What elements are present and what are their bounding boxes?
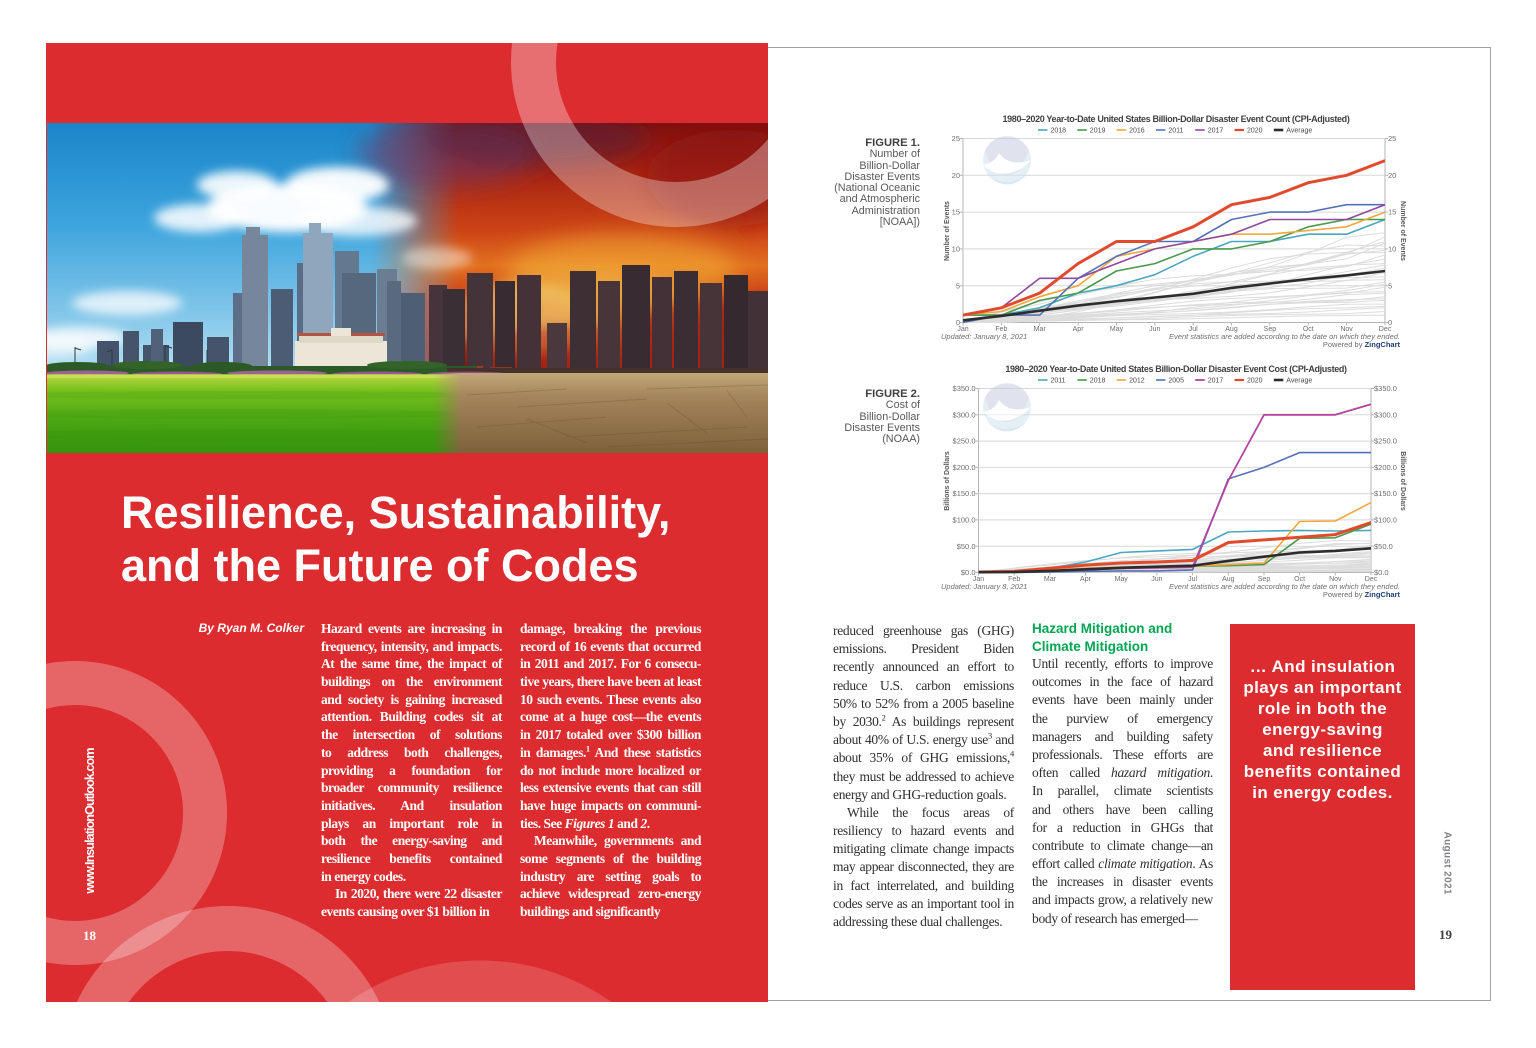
svg-text:Mar: Mar xyxy=(1034,326,1047,333)
svg-text:$0.0: $0.0 xyxy=(961,568,976,577)
svg-text:2019: 2019 xyxy=(1090,128,1106,135)
svg-text:Average: Average xyxy=(1286,128,1312,135)
svg-text:10: 10 xyxy=(1388,245,1396,254)
svg-text:2018: 2018 xyxy=(1051,128,1067,135)
svg-text:Updated: January 8, 2021: Updated: January 8, 2021 xyxy=(941,582,1027,591)
svg-text:Apr: Apr xyxy=(1080,576,1092,583)
svg-text:2020: 2020 xyxy=(1247,378,1263,385)
svg-text:$150.0: $150.0 xyxy=(1374,489,1397,498)
svg-text:1980–2020 Year-to-Date United: 1980–2020 Year-to-Date United States Bil… xyxy=(1003,114,1350,124)
svg-text:Jul: Jul xyxy=(1189,326,1198,333)
svg-text:Jun: Jun xyxy=(1149,326,1160,333)
svg-text:Event statistics are added acc: Event statistics are added according to … xyxy=(1169,332,1400,341)
svg-text:$200.0: $200.0 xyxy=(953,463,976,472)
svg-text:Apr: Apr xyxy=(1073,326,1085,333)
svg-text:2011: 2011 xyxy=(1051,378,1066,385)
svg-text:Nov: Nov xyxy=(1340,326,1353,333)
svg-text:Nov: Nov xyxy=(1329,576,1342,583)
svg-text:Feb: Feb xyxy=(995,326,1007,333)
svg-text:$250.0: $250.0 xyxy=(1374,437,1397,446)
svg-text:5: 5 xyxy=(956,281,960,290)
svg-text:$350.0: $350.0 xyxy=(953,384,976,393)
svg-text:$50.0: $50.0 xyxy=(1374,542,1393,551)
svg-text:2005: 2005 xyxy=(1168,378,1184,385)
svg-text:25: 25 xyxy=(952,134,960,143)
svg-text:$300.0: $300.0 xyxy=(1374,410,1397,419)
svg-text:$150.0: $150.0 xyxy=(953,489,976,498)
svg-text:$100.0: $100.0 xyxy=(1374,516,1397,525)
svg-text:$50.0: $50.0 xyxy=(957,542,976,551)
svg-text:Powered by ZingChart: Powered by ZingChart xyxy=(1323,590,1401,599)
svg-text:Updated: January 8, 2021: Updated: January 8, 2021 xyxy=(941,332,1027,341)
svg-text:Aug: Aug xyxy=(1225,326,1238,333)
svg-text:May: May xyxy=(1115,576,1129,583)
svg-text:15: 15 xyxy=(952,208,960,217)
svg-text:2018: 2018 xyxy=(1090,378,1106,385)
svg-text:1980–2020 Year-to-Date United: 1980–2020 Year-to-Date United States Bil… xyxy=(1005,364,1347,374)
svg-text:Feb: Feb xyxy=(1008,576,1020,583)
svg-text:$0.0: $0.0 xyxy=(1374,568,1389,577)
svg-text:Jul: Jul xyxy=(1188,576,1197,583)
svg-text:2016: 2016 xyxy=(1129,128,1145,135)
svg-text:$300.0: $300.0 xyxy=(953,410,976,419)
svg-text:5: 5 xyxy=(1388,281,1392,290)
svg-text:2017: 2017 xyxy=(1208,378,1224,385)
svg-text:$350.0: $350.0 xyxy=(1374,384,1397,393)
svg-text:Number of Events: Number of Events xyxy=(944,201,951,261)
svg-text:Mar: Mar xyxy=(1044,576,1057,583)
svg-text:Event statistics are added acc: Event statistics are added according to … xyxy=(1169,582,1400,591)
svg-text:May: May xyxy=(1110,326,1124,333)
svg-text:0: 0 xyxy=(1388,318,1392,327)
svg-text:Powered by ZingChart: Powered by ZingChart xyxy=(1323,340,1401,349)
svg-text:Number of Events: Number of Events xyxy=(1399,201,1406,261)
svg-text:2011: 2011 xyxy=(1168,128,1183,135)
svg-text:2012: 2012 xyxy=(1129,378,1145,385)
svg-text:0: 0 xyxy=(956,318,960,327)
svg-text:Aug: Aug xyxy=(1222,576,1235,583)
svg-text:$250.0: $250.0 xyxy=(953,437,976,446)
svg-text:Jan: Jan xyxy=(957,326,968,333)
svg-text:25: 25 xyxy=(1388,134,1396,143)
svg-text:Dec: Dec xyxy=(1365,576,1378,583)
svg-text:2017: 2017 xyxy=(1208,128,1224,135)
svg-text:Average: Average xyxy=(1286,378,1312,385)
svg-text:Oct: Oct xyxy=(1303,326,1314,333)
svg-text:2020: 2020 xyxy=(1247,128,1263,135)
svg-text:15: 15 xyxy=(1388,208,1396,217)
svg-text:Jun: Jun xyxy=(1151,576,1162,583)
svg-text:Billions of Dollars: Billions of Dollars xyxy=(1399,451,1406,511)
svg-text:Billions of Dollars: Billions of Dollars xyxy=(944,451,951,511)
svg-text:Dec: Dec xyxy=(1379,326,1392,333)
svg-text:20: 20 xyxy=(1388,171,1396,180)
svg-text:Jan: Jan xyxy=(973,576,984,583)
svg-text:Oct: Oct xyxy=(1294,576,1305,583)
svg-text:10: 10 xyxy=(952,245,960,254)
svg-text:20: 20 xyxy=(952,171,960,180)
svg-text:Sep: Sep xyxy=(1264,326,1277,333)
svg-text:Sep: Sep xyxy=(1258,576,1271,583)
svg-text:$200.0: $200.0 xyxy=(1374,463,1397,472)
svg-text:$100.0: $100.0 xyxy=(953,516,976,525)
